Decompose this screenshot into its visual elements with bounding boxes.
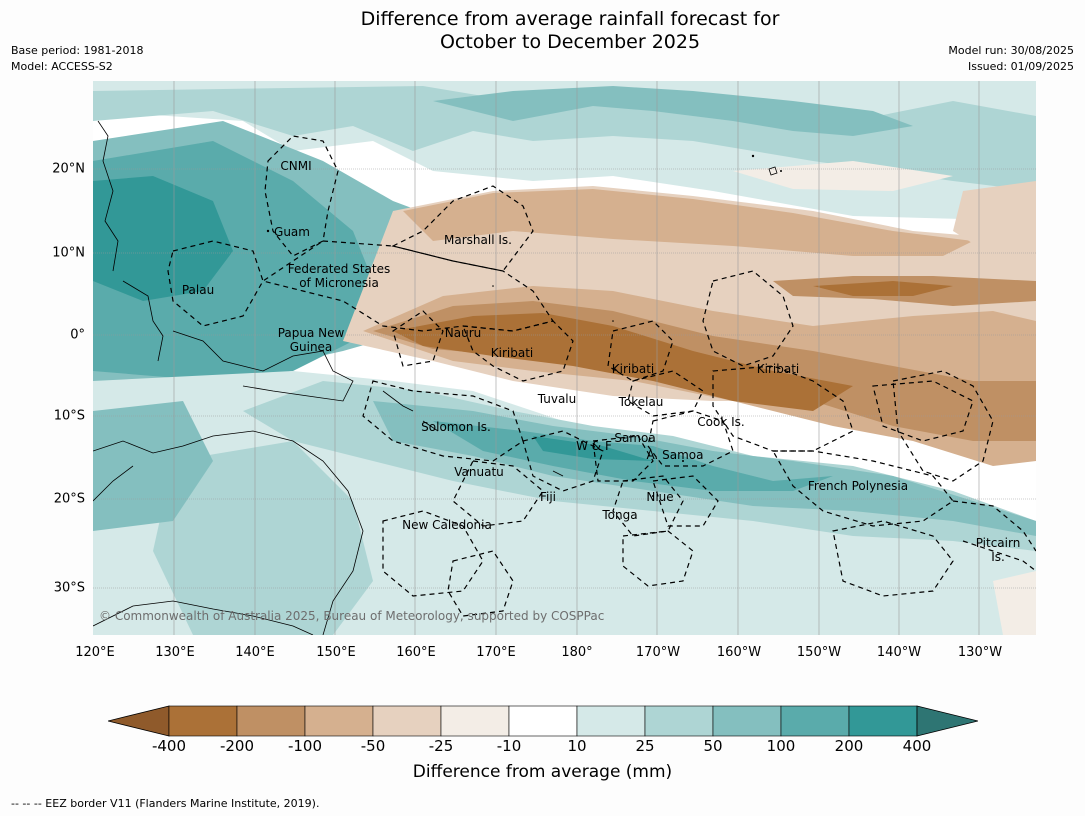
place-label-cook-islands: Cook Is. <box>697 415 745 429</box>
colorbar-segments <box>107 705 979 737</box>
graticule <box>93 81 1036 635</box>
lon-label-160w: 160°W <box>716 645 762 660</box>
eez-borders <box>167 135 1036 617</box>
colorbar-segment <box>304 705 374 737</box>
place-label-papua-new-guinea: Papua New Guinea <box>277 326 345 354</box>
colorbar-tick-neg100: -100 <box>287 737 323 755</box>
lat-label-10s: 10°S <box>53 408 85 424</box>
colorbar-label: Difference from average (mm) <box>412 762 673 782</box>
colorbar-tick-25: 25 <box>635 737 655 755</box>
place-label-french-polynesia: French Polynesia <box>807 479 909 493</box>
issued-date: Issued: 01/09/2025 <box>967 60 1074 73</box>
islands <box>266 154 782 497</box>
place-label-solomon-islands: Solomon Is. <box>421 420 491 434</box>
place-label-vanuatu: Vanuatu <box>454 465 504 479</box>
colorbar-tick-neg400: -400 <box>151 737 187 755</box>
lat-label-30s: 30°S <box>53 580 85 596</box>
model-run: Model run: 30/08/2025 <box>948 44 1074 57</box>
lon-label-140e: 140°E <box>235 645 275 660</box>
colorbar-tick-neg10: -10 <box>496 737 522 755</box>
colorbar-tick-neg50: -50 <box>360 737 386 755</box>
colorbar-segment <box>780 705 850 737</box>
place-label-pitcairn-islands: Pitcairn Is. <box>975 536 1021 564</box>
colorbar <box>107 705 979 741</box>
colorbar-ticks: -400 -200 -100 -50 -25 -10 10 25 50 100 … <box>0 737 1085 757</box>
lat-label-10n: 10°N <box>52 245 85 261</box>
place-label-guam: Guam <box>274 225 310 239</box>
meta-left: Base period: 1981-2018 Model: ACCESS-S2 <box>11 43 143 75</box>
model-name: Model: ACCESS-S2 <box>11 60 113 73</box>
colorbar-segment <box>168 705 238 737</box>
title-line-1: Difference from average rainfall forecas… <box>360 8 780 30</box>
lon-label-140w: 140°W <box>876 645 922 660</box>
colorbar-arrow-low <box>107 705 170 737</box>
lat-label-20n: 20°N <box>52 161 85 177</box>
place-label-marshall-islands: Marshall Is. <box>444 233 512 247</box>
place-label-kiribati-east: Kiribati <box>756 362 800 376</box>
lon-label-150w: 150°W <box>796 645 842 660</box>
colorbar-segment <box>644 705 714 737</box>
coastlines <box>93 120 564 635</box>
place-label-new-caledonia: New Caledonia <box>402 518 492 532</box>
place-label-micronesia: Federated States of Micronesia <box>287 262 391 290</box>
map-canvas <box>93 81 1036 635</box>
colorbar-tick-neg200: -200 <box>219 737 255 755</box>
colorbar-tick-400: 400 <box>902 737 932 755</box>
lon-label-170e: 170°E <box>476 645 516 660</box>
colorbar-segment <box>576 705 646 737</box>
colorbar-segment <box>236 705 306 737</box>
colorbar-arrow-high <box>916 705 979 737</box>
place-label-tonga: Tonga <box>602 508 638 522</box>
place-label-kiribati-west: Kiribati <box>490 346 534 360</box>
place-label-tuvalu: Tuvalu <box>537 392 577 406</box>
lat-label-0: 0° <box>70 327 85 343</box>
place-label-american-samoa: A. Samoa <box>646 448 704 462</box>
colorbar-tick-50: 50 <box>703 737 723 755</box>
place-label-cnmi: CNMI <box>280 159 312 173</box>
colorbar-segment <box>440 705 510 737</box>
colorbar-segment <box>372 705 442 737</box>
colorbar-segment <box>848 705 918 737</box>
lon-label-130w: 130°W <box>957 645 1003 660</box>
place-label-samoa: Samoa <box>614 431 656 445</box>
base-period: Base period: 1981-2018 <box>11 44 144 57</box>
meta-right: Model run: 30/08/2025 Issued: 01/09/2025 <box>948 43 1074 75</box>
wetter-regions <box>93 81 1036 635</box>
colorbar-tick-200: 200 <box>834 737 864 755</box>
place-label-tokelau: Tokelau <box>618 395 664 409</box>
place-label-fiji: Fiji <box>539 490 557 504</box>
eez-footnote: -- -- -- EEZ border V11 (Flanders Marine… <box>11 797 320 810</box>
colorbar-segment <box>508 705 578 737</box>
place-label-palau: Palau <box>181 283 215 297</box>
title-line-2: October to December 2025 <box>439 31 701 53</box>
colorbar-svg <box>107 705 979 737</box>
lon-label-170w: 170°W <box>635 645 681 660</box>
colorbar-tick-100: 100 <box>766 737 796 755</box>
place-label-nauru: Nauru <box>444 326 482 340</box>
colorbar-tick-10: 10 <box>567 737 587 755</box>
place-label-niue: Niue <box>646 490 674 504</box>
place-label-kiribati-central: Kiribati <box>611 362 655 376</box>
colorbar-tick-neg25: -25 <box>428 737 454 755</box>
rainfall-map <box>93 81 1036 635</box>
colorbar-segment <box>712 705 782 737</box>
lon-label-150e: 150°E <box>316 645 356 660</box>
place-label-wallis-futuna: W & F <box>576 439 612 453</box>
map-title: Difference from average rainfall forecas… <box>0 8 1085 54</box>
lon-label-120e: 120°E <box>75 645 115 660</box>
lon-label-130e: 130°E <box>155 645 195 660</box>
lon-label-160e: 160°E <box>396 645 436 660</box>
lon-label-180: 180° <box>561 645 593 660</box>
lat-label-20s: 20°S <box>53 491 85 507</box>
copyright-notice: © Commonwealth of Australia 2025, Bureau… <box>99 609 605 623</box>
